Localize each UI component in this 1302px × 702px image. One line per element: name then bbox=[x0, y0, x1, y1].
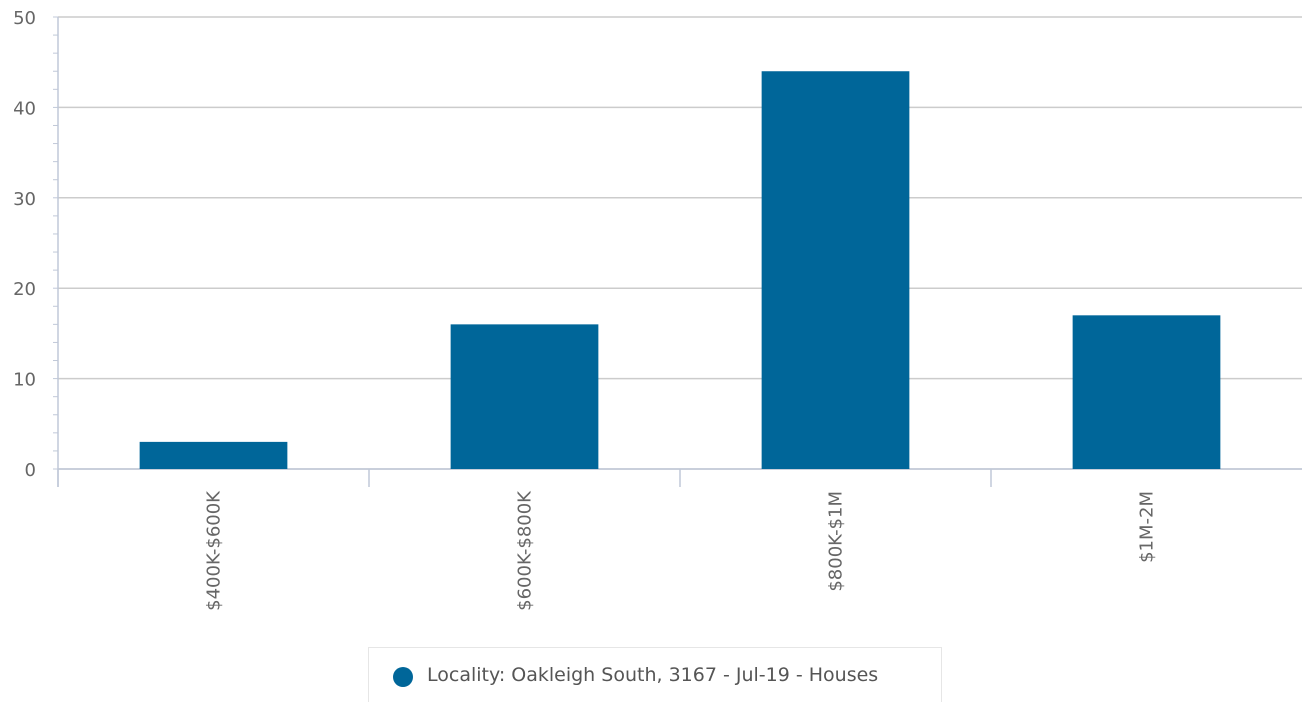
bars bbox=[139, 71, 1221, 470]
y-tick-label: 30 bbox=[13, 189, 36, 210]
y-tick-label: 50 bbox=[13, 8, 36, 29]
x-category-label: $800K-$1M bbox=[826, 491, 847, 592]
x-axis bbox=[57, 468, 1302, 487]
x-category-label: $1M-2M bbox=[1137, 491, 1158, 563]
y-tick-label: 10 bbox=[13, 370, 36, 391]
y-axis: 0 10 20 30 40 50 bbox=[13, 8, 59, 487]
bar[interactable] bbox=[761, 71, 910, 470]
x-category-label: $400K-$600K bbox=[204, 490, 225, 611]
legend-marker[interactable] bbox=[393, 667, 413, 687]
legend: Locality: Oakleigh South, 3167 - Jul-19 … bbox=[368, 647, 942, 702]
bar[interactable] bbox=[450, 324, 599, 469]
category-labels: $400K-$600K $600K-$800K $800K-$1M $1M-2M bbox=[204, 490, 1158, 611]
y-tick-label: 0 bbox=[25, 460, 36, 481]
x-category-label: $600K-$800K bbox=[515, 490, 536, 611]
y-tick-label: 20 bbox=[13, 279, 36, 300]
bar[interactable] bbox=[139, 441, 288, 469]
legend-label[interactable]: Locality: Oakleigh South, 3167 - Jul-19 … bbox=[427, 664, 879, 686]
bar[interactable] bbox=[1072, 315, 1221, 469]
y-tick-label: 40 bbox=[13, 98, 36, 119]
